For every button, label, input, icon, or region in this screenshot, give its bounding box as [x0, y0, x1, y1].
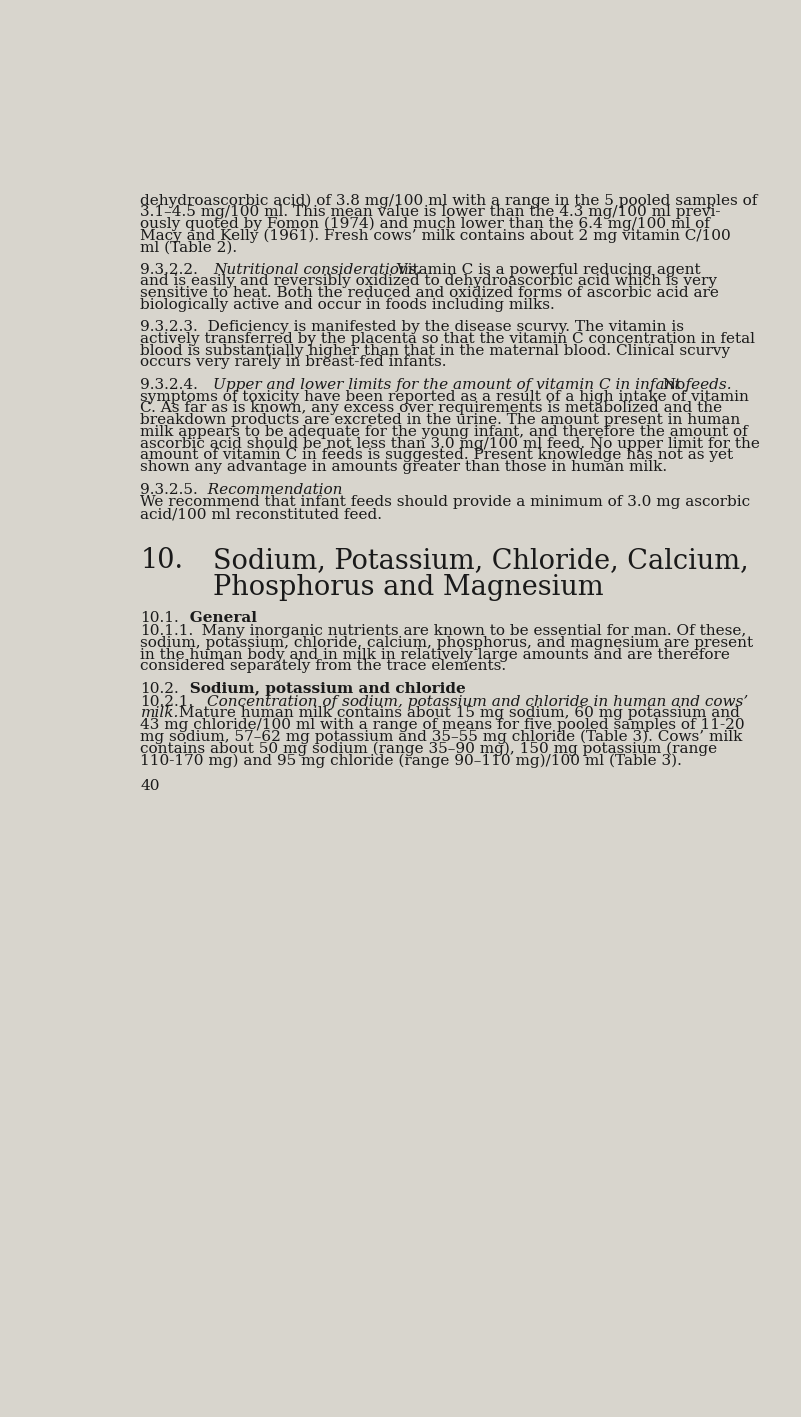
Text: Phosphorus and Magnesium: Phosphorus and Magnesium	[214, 574, 604, 601]
Text: General: General	[174, 611, 256, 625]
Text: Mature human milk contains about 15 mg sodium, 60 mg potassium and: Mature human milk contains about 15 mg s…	[174, 707, 739, 720]
Text: 9.3.2.4.: 9.3.2.4.	[140, 378, 199, 393]
Text: dehydroascorbic acid) of 3.8 mg/100 ml with a range in the 5 pooled samples of: dehydroascorbic acid) of 3.8 mg/100 ml w…	[140, 193, 758, 207]
Text: Many inorganic nutrients are known to be essential for man. Of these,: Many inorganic nutrients are known to be…	[187, 623, 746, 638]
Text: and is easily and reversibly oxidized to dehydroascorbic acid which is very: and is easily and reversibly oxidized to…	[140, 275, 718, 288]
Text: 10.2.: 10.2.	[140, 682, 179, 696]
Text: 9.3.2.5.: 9.3.2.5.	[140, 483, 198, 496]
Text: blood is substantially higher than that in the maternal blood. Clinical scurvy: blood is substantially higher than that …	[140, 344, 731, 357]
Text: actively transferred by the placenta so that the vitamin C concentration in feta: actively transferred by the placenta so …	[140, 332, 755, 346]
Text: Upper and lower limits for the amount of vitamin C in infant feeds.: Upper and lower limits for the amount of…	[213, 378, 732, 393]
Text: in the human body and in milk in relatively large amounts and are therefore: in the human body and in milk in relativ…	[140, 648, 731, 662]
Text: 9.3.2.2.: 9.3.2.2.	[140, 262, 199, 276]
Text: 10.2.1.: 10.2.1.	[140, 694, 194, 708]
Text: 10.: 10.	[140, 547, 183, 574]
Text: C. As far as is known, any excess over requirements is metabolized and the: C. As far as is known, any excess over r…	[140, 401, 723, 415]
Text: milk appears to be adequate for the young infant, and therefore the amount of: milk appears to be adequate for the youn…	[140, 425, 748, 439]
Text: 10.1.1.: 10.1.1.	[140, 623, 194, 638]
Text: Sodium, Potassium, Chloride, Calcium,: Sodium, Potassium, Chloride, Calcium,	[214, 547, 749, 574]
Text: 110-170 mg) and 95 mg chloride (range 90–110 mg)/100 ml (Table 3).: 110-170 mg) and 95 mg chloride (range 90…	[140, 754, 682, 768]
Text: occurs very rarely in breast-fed infants.: occurs very rarely in breast-fed infants…	[140, 356, 447, 370]
Text: milk.: milk.	[140, 707, 179, 720]
Text: Nutritional considerations.: Nutritional considerations.	[213, 262, 422, 276]
Text: amount of vitamin C in feeds is suggested. Present knowledge has not as yet: amount of vitamin C in feeds is suggeste…	[140, 448, 734, 462]
Text: 9.3.2.3.: 9.3.2.3.	[140, 320, 198, 334]
Text: We recommend that infant feeds should provide a minimum of 3.0 mg ascorbic: We recommend that infant feeds should pr…	[140, 496, 751, 510]
Text: mg sodium, 57–62 mg potassium and 35–55 mg chloride (Table 3). Cows’ milk: mg sodium, 57–62 mg potassium and 35–55 …	[140, 730, 743, 744]
Text: ously quoted by Fomon (1974) and much lower than the 6.4 mg/100 ml of: ously quoted by Fomon (1974) and much lo…	[140, 217, 710, 231]
Text: 40: 40	[140, 779, 160, 794]
Text: biologically active and occur in foods including milks.: biologically active and occur in foods i…	[140, 298, 555, 312]
Text: Macy and Kelly (1961). Fresh cows’ milk contains about 2 mg vitamin C/100: Macy and Kelly (1961). Fresh cows’ milk …	[140, 228, 731, 242]
Text: acid/100 ml reconstituted feed.: acid/100 ml reconstituted feed.	[140, 507, 382, 521]
Text: sensitive to heat. Both the reduced and oxidized forms of ascorbic acid are: sensitive to heat. Both the reduced and …	[140, 286, 719, 300]
Text: contains about 50 mg sodium (range 35–90 mg), 150 mg potassium (range: contains about 50 mg sodium (range 35–90…	[140, 741, 718, 757]
Text: Deficiency is manifested by the disease scurvy. The vitamin is: Deficiency is manifested by the disease …	[194, 320, 685, 334]
Text: Vitamin C is a powerful reducing agent: Vitamin C is a powerful reducing agent	[392, 262, 701, 276]
Text: 3.1–4.5 mg/100 ml. This mean value is lower than the 4.3 mg/100 ml previ-: 3.1–4.5 mg/100 ml. This mean value is lo…	[140, 205, 721, 218]
Text: ml (Table 2).: ml (Table 2).	[140, 241, 238, 254]
Text: Concentration of sodium, potassium and chloride in human and cows’: Concentration of sodium, potassium and c…	[207, 694, 748, 708]
Text: sodium, potassium, chloride, calcium, phosphorus, and magnesium are present: sodium, potassium, chloride, calcium, ph…	[140, 636, 754, 650]
Text: symptoms of toxicity have been reported as a result of a high intake of vitamin: symptoms of toxicity have been reported …	[140, 390, 749, 404]
Text: Sodium, potassium and chloride: Sodium, potassium and chloride	[174, 682, 465, 696]
Text: ascorbic acid should be not less than 3.0 mg/100 ml feed. No upper limit for the: ascorbic acid should be not less than 3.…	[140, 436, 760, 451]
Text: shown any advantage in amounts greater than those in human milk.: shown any advantage in amounts greater t…	[140, 461, 667, 475]
Text: 10.1.: 10.1.	[140, 611, 179, 625]
Text: No: No	[658, 378, 685, 393]
Text: breakdown products are excreted in the urine. The amount present in human: breakdown products are excreted in the u…	[140, 414, 741, 427]
Text: 43 mg chloride/100 ml with a range of means for five pooled samples of 11-20: 43 mg chloride/100 ml with a range of me…	[140, 718, 745, 733]
Text: Recommendation: Recommendation	[194, 483, 343, 496]
Text: considered separately from the trace elements.: considered separately from the trace ele…	[140, 659, 506, 673]
